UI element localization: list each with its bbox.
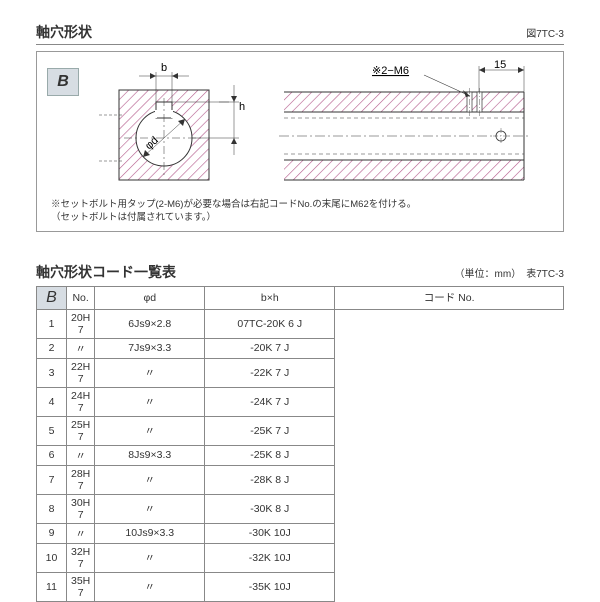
table-cell: 〃: [95, 494, 205, 523]
table-cell: 〃: [95, 416, 205, 445]
table-cell: 〃: [95, 543, 205, 572]
table-cell: 8Js9×3.3: [95, 445, 205, 465]
type-badge: B: [47, 68, 79, 96]
table-cell: 24H 7: [67, 387, 95, 416]
table-cell: -30K 8 J: [205, 494, 335, 523]
table-cell: 22H 7: [67, 358, 95, 387]
table-row: 525H 7〃-25K 7 J: [37, 416, 564, 445]
table-cell: 35H 7: [67, 572, 95, 601]
table-cell: -20K 7 J: [205, 338, 335, 358]
label-15: 15: [494, 60, 506, 71]
table-row: 120H 76Js9×2.807TC-20K 6 J: [37, 309, 564, 338]
code-table: B No. φd b×h コード No. 120H 76Js9×2.807TC-…: [36, 286, 564, 602]
table-cell: -30K 10J: [205, 523, 335, 543]
table-cell: 25H 7: [67, 416, 95, 445]
table-cell: -22K 7 J: [205, 358, 335, 387]
table-cell: 〃: [95, 465, 205, 494]
col-no: No.: [67, 286, 95, 309]
table-cell: 8: [37, 494, 67, 523]
table-cell: 30H 7: [67, 494, 95, 523]
label-tap: ※2−M6: [372, 65, 409, 77]
figure-ref: 図7TC-3: [526, 25, 564, 40]
diagram-svg-area: b h φd: [89, 60, 553, 193]
table-title: 軸穴形状コード一覧表: [36, 262, 176, 282]
table-cell: 07TC-20K 6 J: [205, 309, 335, 338]
table-row: 424H 7〃-24K 7 J: [37, 387, 564, 416]
table-cell: 10: [37, 543, 67, 572]
table-cell: 〃: [95, 572, 205, 601]
table-cell: 4: [37, 387, 67, 416]
table-unit-ref: （単位：mm） 表7TC-3: [455, 265, 564, 280]
table-row: 6〃8Js9×3.3-25K 8 J: [37, 445, 564, 465]
table-cell: 〃: [67, 338, 95, 358]
table-cell: 〃: [95, 358, 205, 387]
table-row: 9〃10Js9×3.3-30K 10J: [37, 523, 564, 543]
table-cell: -35K 10J: [205, 572, 335, 601]
table-cell: 32H 7: [67, 543, 95, 572]
table-cell: 5: [37, 416, 67, 445]
diagram-box: B: [36, 51, 564, 232]
table-row: 2〃7Js9×3.3-20K 7 J: [37, 338, 564, 358]
table-cell: 9: [37, 523, 67, 543]
col-code: コード No.: [335, 286, 564, 309]
table-row: 728H 7〃-28K 8 J: [37, 465, 564, 494]
table-cell: -25K 7 J: [205, 416, 335, 445]
label-b: b: [161, 62, 167, 74]
table-cell: 〃: [67, 523, 95, 543]
table-cell: 6: [37, 445, 67, 465]
table-cell: 7Js9×3.3: [95, 338, 205, 358]
table-cell: 7: [37, 465, 67, 494]
table-cell: -28K 8 J: [205, 465, 335, 494]
table-head-row: B No. φd b×h コード No.: [37, 286, 564, 309]
table-cell: 1: [37, 309, 67, 338]
figure-header: 軸穴形状 図7TC-3: [36, 22, 564, 45]
table-cell: 〃: [95, 387, 205, 416]
table-cell: 11: [37, 572, 67, 601]
table-cell: 3: [37, 358, 67, 387]
table-cell: 6Js9×2.8: [95, 309, 205, 338]
table-cell: 10Js9×3.3: [95, 523, 205, 543]
table-row: 830H 7〃-30K 8 J: [37, 494, 564, 523]
figure-footnote: ※セットボルト用タップ(2-M6)が必要な場合は右記コードNo.の末尾にM62を…: [47, 199, 553, 225]
type-col-header: B: [37, 286, 67, 309]
table-cell: -32K 10J: [205, 543, 335, 572]
label-h: h: [239, 101, 245, 113]
table-row: 1032H 7〃-32K 10J: [37, 543, 564, 572]
table-row: 1135H 7〃-35K 10J: [37, 572, 564, 601]
table-cell: 〃: [67, 445, 95, 465]
col-phid: φd: [95, 286, 205, 309]
figure-title: 軸穴形状: [36, 22, 92, 42]
table-cell: 28H 7: [67, 465, 95, 494]
table-row: 322H 7〃-22K 7 J: [37, 358, 564, 387]
table-cell: 2: [37, 338, 67, 358]
table-cell: 20H 7: [67, 309, 95, 338]
table-cell: -25K 8 J: [205, 445, 335, 465]
col-bh: b×h: [205, 286, 335, 309]
table-cell: -24K 7 J: [205, 387, 335, 416]
table-header: 軸穴形状コード一覧表 （単位：mm） 表7TC-3: [36, 262, 564, 282]
